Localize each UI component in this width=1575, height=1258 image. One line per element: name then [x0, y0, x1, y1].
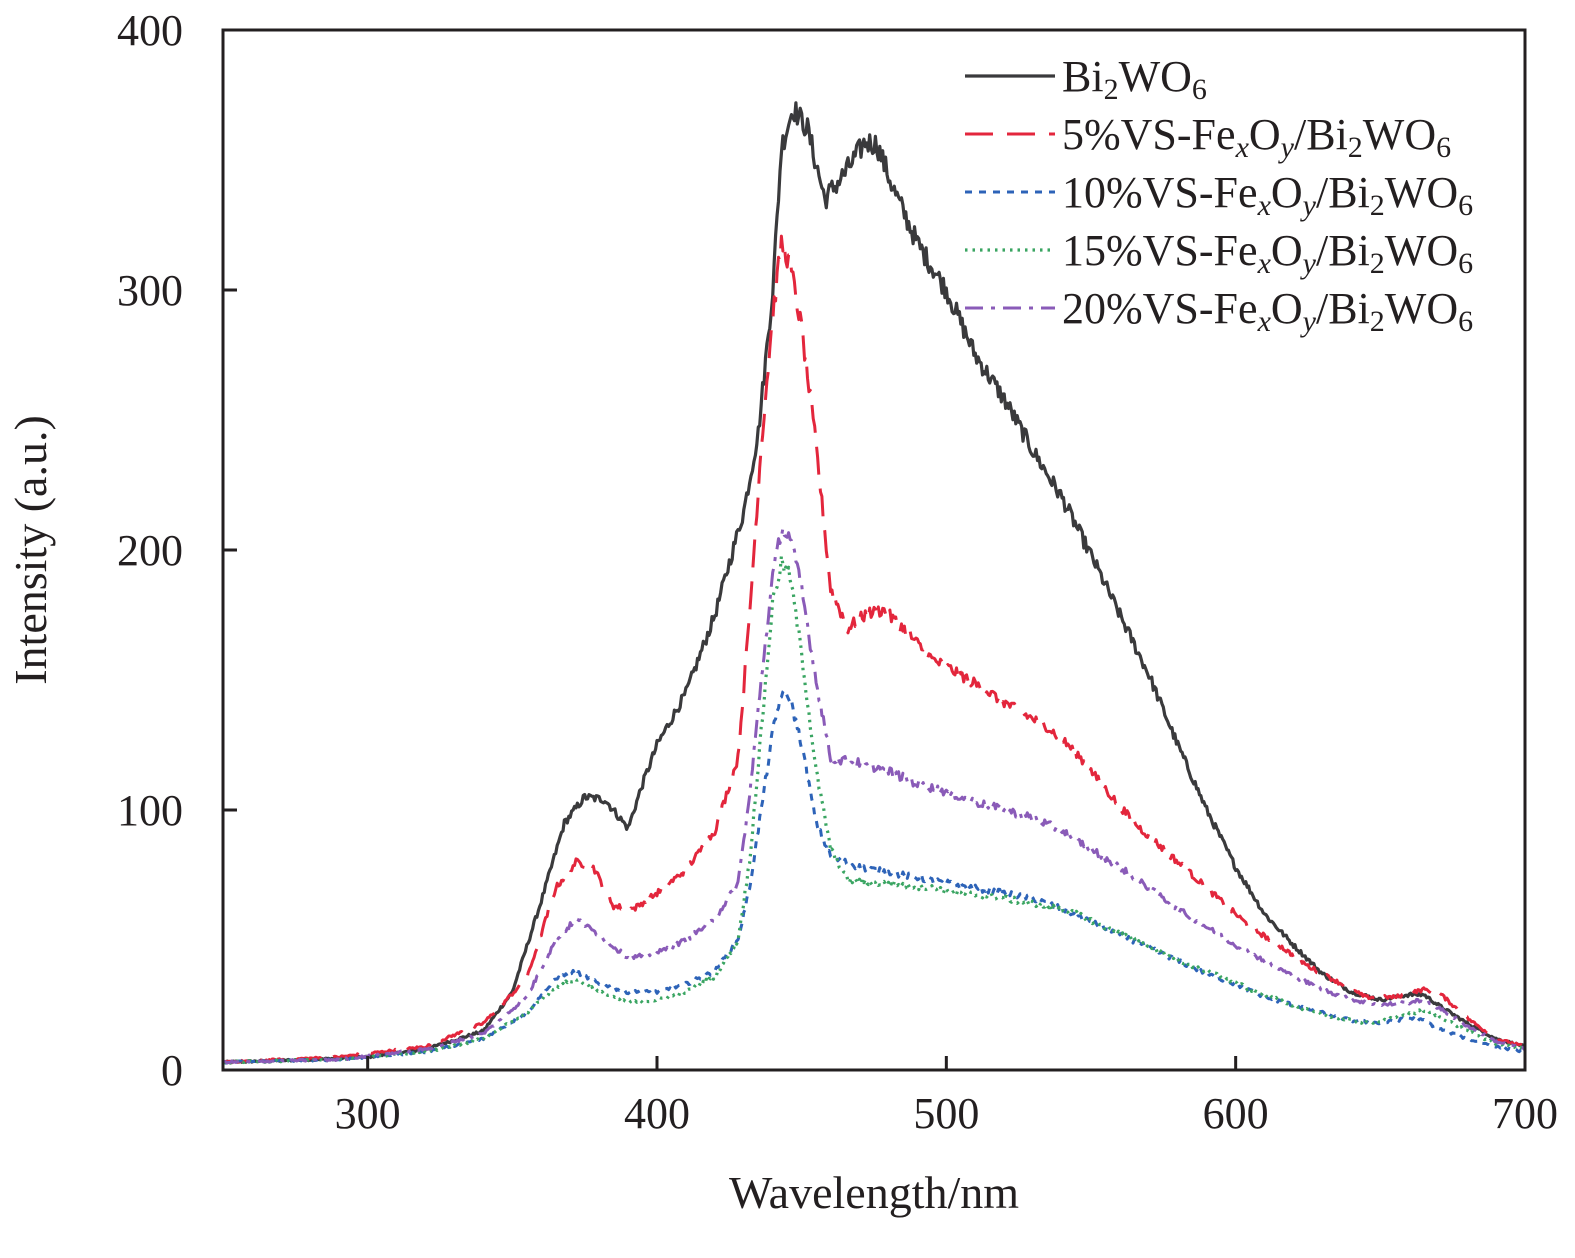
- x-axis-title: Wavelength/nm: [729, 1167, 1019, 1218]
- y-tick-label: 0: [161, 1046, 183, 1095]
- y-tick-label: 200: [117, 526, 183, 575]
- x-tick-label: 300: [335, 1089, 401, 1138]
- x-tick-label: 600: [1203, 1089, 1269, 1138]
- series-layer: [223, 101, 1525, 1065]
- legend-label-5: 20%VS-FexOy/Bi2WO6: [1062, 284, 1473, 338]
- series-line-2: [223, 234, 1525, 1065]
- x-tick-label: 700: [1492, 1089, 1558, 1138]
- y-axis: 0 100 200 300 400: [117, 6, 237, 1095]
- series-line-3: [223, 688, 1525, 1065]
- y-tick-label: 400: [117, 6, 183, 55]
- x-tick-label: 400: [624, 1089, 690, 1138]
- series-line-1: [223, 101, 1525, 1065]
- legend-label-3: 10%VS-FexOy/Bi2WO6: [1062, 168, 1473, 222]
- legend-label-2: 5%VS-FexOy/Bi2WO6: [1062, 110, 1451, 164]
- series-line-4: [223, 554, 1525, 1065]
- legend-label-1: Bi2WO6: [1062, 52, 1207, 106]
- y-axis-title: Intensity (a.u.): [5, 415, 56, 685]
- legend-label-4: 15%VS-FexOy/Bi2WO6: [1062, 226, 1473, 280]
- y-tick-label: 100: [117, 786, 183, 835]
- y-tick-label: 300: [117, 266, 183, 315]
- x-tick-label: 500: [913, 1089, 979, 1138]
- series-line-5: [223, 526, 1525, 1065]
- legend: Bi2WO65%VS-FexOy/Bi2WO610%VS-FexOy/Bi2WO…: [965, 52, 1473, 338]
- x-axis: 300 400 500 600 700: [335, 1056, 1558, 1138]
